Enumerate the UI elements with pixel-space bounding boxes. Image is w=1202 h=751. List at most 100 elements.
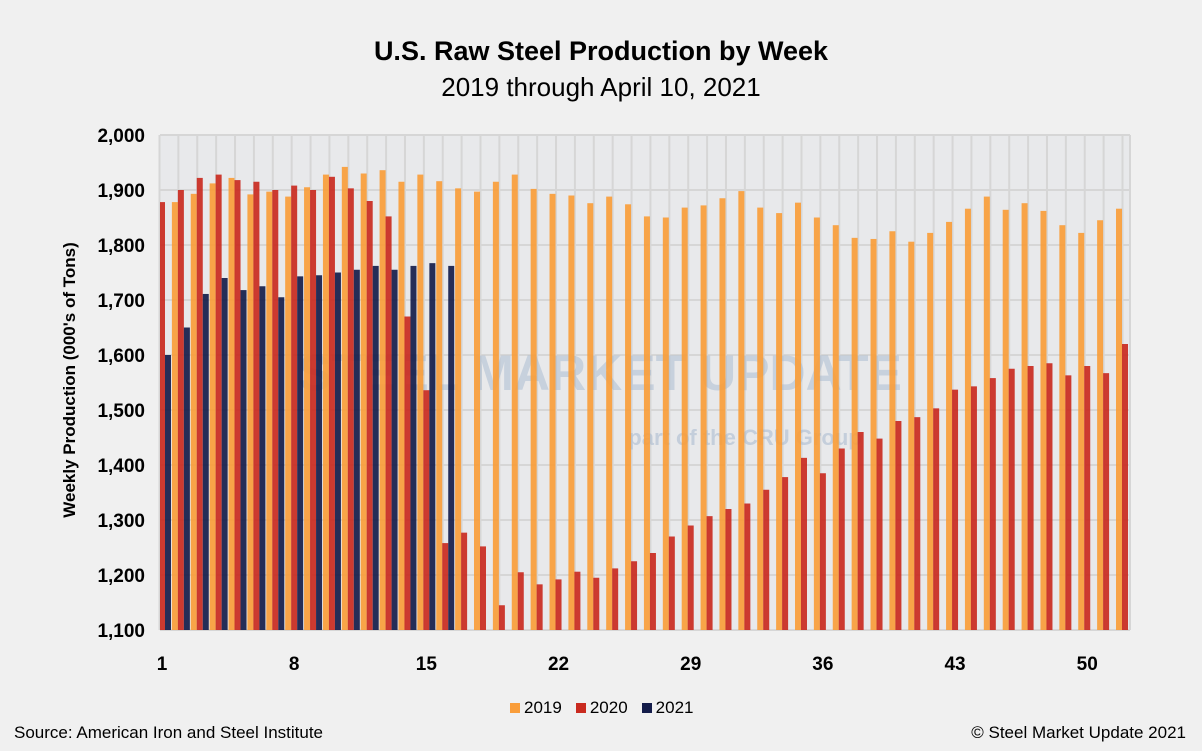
x-tick-label: 43 xyxy=(944,654,965,675)
bar-2019-week-26 xyxy=(625,204,632,631)
bar-2019-week-17 xyxy=(455,188,462,630)
bar-2019-week-11 xyxy=(341,166,348,630)
bar-2021-week-2 xyxy=(183,327,190,630)
bar-2019-week-46 xyxy=(1002,209,1009,631)
bar-2019-week-32 xyxy=(738,191,745,630)
bar-2019-week-20 xyxy=(511,174,518,630)
bar-2020-week-2 xyxy=(177,190,184,630)
legend-item-2019: 2019 xyxy=(510,698,562,718)
bar-2019-week-2 xyxy=(171,202,178,630)
bar-2020-week-30 xyxy=(706,516,713,630)
bar-2019-week-34 xyxy=(776,213,783,630)
bar-2019-week-40 xyxy=(889,231,896,630)
bar-2020-week-27 xyxy=(649,553,656,630)
bar-2020-week-35 xyxy=(801,457,807,630)
bar-2020-week-10 xyxy=(328,176,335,631)
x-tick-label: 29 xyxy=(680,654,701,675)
bar-2021-week-13 xyxy=(391,269,398,630)
bar-2019-week-19 xyxy=(492,181,499,630)
bar-2020-week-16 xyxy=(442,543,449,630)
bar-2021-week-9 xyxy=(316,275,323,630)
bar-2019-week-6 xyxy=(247,194,254,630)
bar-2020-week-7 xyxy=(272,190,279,630)
chart-title: U.S. Raw Steel Production by Week xyxy=(373,36,829,66)
bar-2019-week-7 xyxy=(266,191,273,630)
bar-2019-week-31 xyxy=(719,198,726,630)
bar-2020-week-47 xyxy=(1027,366,1034,630)
bar-2019-week-44 xyxy=(964,208,971,630)
y-tick-label: 1,500 xyxy=(97,401,145,422)
x-tick-label: 1 xyxy=(157,654,168,675)
bar-2019-week-10 xyxy=(322,174,329,630)
bar-2020-week-40 xyxy=(895,421,902,630)
bar-2020-week-32 xyxy=(744,503,751,630)
legend-label: 2021 xyxy=(655,698,694,717)
bar-2019-week-16 xyxy=(436,181,443,630)
bar-2019-week-48 xyxy=(1040,210,1047,630)
bar-2020-week-28 xyxy=(668,536,675,630)
bar-2019-week-30 xyxy=(700,205,707,630)
bar-2019-week-29 xyxy=(681,207,688,630)
bar-2020-week-29 xyxy=(687,525,694,630)
bar-2020-week-48 xyxy=(1046,363,1053,630)
bar-2019-week-52 xyxy=(1116,208,1122,630)
bar-2020-week-3 xyxy=(196,177,203,630)
bar-2021-week-15 xyxy=(429,263,436,630)
legend-item-2020: 2020 xyxy=(575,698,628,718)
bar-2020-week-8 xyxy=(291,185,298,630)
bar-2020-week-41 xyxy=(914,417,921,630)
bar-2019-week-50 xyxy=(1078,232,1085,630)
y-tick-label: 1,400 xyxy=(97,456,145,477)
bar-2021-week-10 xyxy=(334,272,341,630)
bar-2020-week-17 xyxy=(461,532,468,630)
y-tick-label: 1,600 xyxy=(97,346,145,367)
bar-2020-week-38 xyxy=(857,432,864,630)
legend-swatch xyxy=(641,703,652,713)
bar-2019-week-15 xyxy=(417,174,424,630)
bar-2020-week-42 xyxy=(933,408,940,630)
bar-2021-week-1 xyxy=(165,355,171,630)
legend: 2019 2020 2021 xyxy=(510,698,693,718)
bar-2020-week-4 xyxy=(215,174,222,630)
y-tick-label: 1,700 xyxy=(97,291,145,312)
bar-2019-week-3 xyxy=(190,193,197,630)
bar-2019-week-47 xyxy=(1021,203,1028,630)
bar-2020-week-46 xyxy=(1008,368,1015,630)
bar-2019-week-27 xyxy=(643,216,650,630)
legend-swatch xyxy=(510,703,520,713)
bar-2020-week-18 xyxy=(480,546,486,630)
bar-2020-week-26 xyxy=(631,561,638,630)
bar-2019-week-35 xyxy=(795,202,801,630)
bar-2020-week-39 xyxy=(876,438,883,630)
bar-2020-week-45 xyxy=(989,378,996,630)
bar-2019-week-33 xyxy=(757,207,764,630)
bar-2021-week-7 xyxy=(278,297,285,630)
bar-2019-week-8 xyxy=(285,196,292,630)
bar-2020-week-52 xyxy=(1122,344,1128,630)
bar-2019-week-45 xyxy=(983,196,990,630)
bar-2020-week-11 xyxy=(347,188,354,630)
bar-2020-week-9 xyxy=(310,190,317,630)
bar-2019-week-9 xyxy=(304,187,311,630)
bar-2019-week-22 xyxy=(549,193,556,630)
bar-2020-week-51 xyxy=(1103,373,1110,630)
bar-2020-week-44 xyxy=(970,386,977,630)
bar-2019-week-14 xyxy=(398,181,405,630)
bar-2019-week-24 xyxy=(587,203,594,630)
bar-2019-week-13 xyxy=(379,170,386,630)
x-tick-label: 8 xyxy=(289,654,300,675)
chart-subtitle: 2019 through April 10, 2021 xyxy=(441,72,761,102)
bar-2020-week-25 xyxy=(612,568,619,630)
bar-2021-week-4 xyxy=(221,278,228,630)
bar-2019-week-21 xyxy=(530,188,537,630)
bar-2020-week-13 xyxy=(385,216,392,630)
bar-2019-week-12 xyxy=(360,173,367,630)
bar-2020-week-31 xyxy=(725,509,732,630)
bar-2019-week-49 xyxy=(1059,225,1066,630)
y-tick-label: 2,000 xyxy=(97,126,145,147)
bar-2021-week-12 xyxy=(372,265,379,630)
bar-2020-week-1 xyxy=(160,202,165,630)
bar-2020-week-33 xyxy=(763,489,770,630)
y-tick-label: 1,800 xyxy=(97,236,145,257)
y-tick-label: 1,100 xyxy=(97,621,145,642)
